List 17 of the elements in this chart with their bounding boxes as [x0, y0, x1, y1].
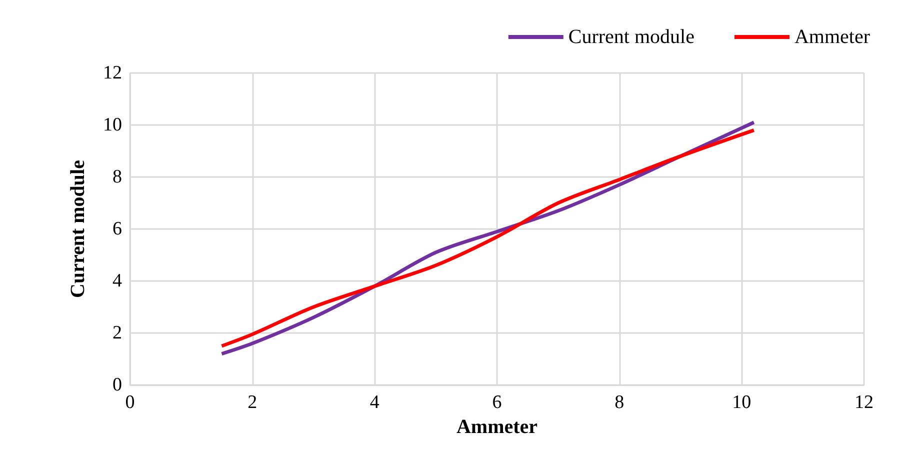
x-tick-label: 2 [248, 392, 258, 413]
y-tick-label: 4 [112, 270, 122, 292]
x-axis-title: Ammeter [456, 416, 538, 438]
x-tick-label: 6 [492, 392, 502, 413]
x-tick-label: 4 [370, 392, 380, 413]
legend-label: Current module [568, 26, 695, 48]
legend-label: Ammeter [794, 26, 870, 48]
x-tick-label: 10 [732, 392, 752, 413]
x-tick-label: 8 [614, 392, 624, 413]
y-axis-title: Current module [67, 160, 89, 298]
y-tick-label: 2 [112, 322, 122, 344]
x-tick-label: 12 [854, 392, 874, 413]
y-tick-label: 8 [112, 166, 122, 188]
y-tick-label: 0 [112, 374, 122, 396]
y-tick-label: 6 [112, 218, 122, 240]
y-tick-label: 10 [103, 114, 122, 136]
y-tick-label: 12 [103, 62, 122, 84]
